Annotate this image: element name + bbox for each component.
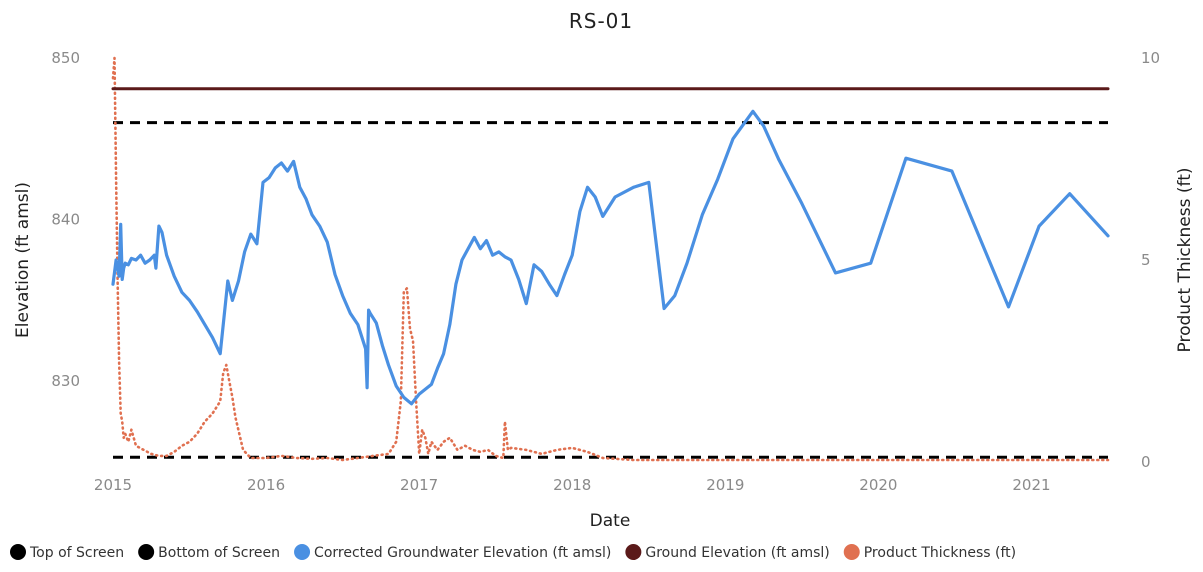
legend-label: Product Thickness (ft) [864, 545, 1016, 561]
chart-title: RS-01 [569, 9, 633, 33]
tick-labels: 2015 2016 2017 2018 2019 2020 2021 830 840 850 0 5 1… [51, 49, 1160, 494]
x-tick-label: 2019 [706, 476, 744, 494]
legend-item[interactable]: Top of Screen [10, 544, 124, 561]
series-line-corrected-groundwater-elevation-ft-amsl [111, 109, 1110, 406]
x-tick-label: 2018 [553, 476, 591, 494]
legend-label: Top of Screen [29, 545, 124, 561]
x-tick-label: 2020 [859, 476, 897, 494]
x-tick-label: 2016 [247, 476, 285, 494]
y2-tick-label: 5 [1141, 251, 1151, 269]
series-layer [111, 56, 1110, 462]
legend-marker [10, 544, 26, 560]
legend-item[interactable]: Ground Elevation (ft amsl) [625, 544, 830, 561]
y-tick-label: 850 [51, 49, 80, 67]
y2-tick-label: 0 [1141, 453, 1151, 471]
y-tick-label: 840 [51, 211, 80, 229]
legend-marker [625, 544, 642, 560]
legend-marker [843, 544, 860, 560]
x-axis-label: Date [590, 511, 631, 531]
legend-label: Ground Elevation (ft amsl) [645, 545, 829, 561]
legend[interactable]: Top of Screen Bottom of Screen Corrected G… [10, 544, 1016, 561]
y2-axis-label: Product Thickness (ft) [1175, 168, 1195, 353]
legend-item[interactable]: Bottom of Screen [138, 544, 280, 561]
legend-label: Corrected Groundwater Elevation (ft amsl… [314, 545, 611, 561]
legend-marker [294, 544, 311, 560]
legend-item[interactable]: Product Thickness (ft) [843, 544, 1016, 561]
series-line-product-thickness-ft [111, 56, 1110, 462]
x-tick-label: 2017 [400, 476, 438, 494]
legend-label: Bottom of Screen [158, 545, 280, 561]
y2-tick-label: 10 [1141, 49, 1160, 67]
x-tick-label: 2015 [94, 476, 132, 494]
legend-marker [138, 544, 155, 560]
x-tick-label: 2021 [1012, 476, 1050, 494]
y-axis-label: Elevation (ft amsl) [13, 182, 33, 338]
y-tick-label: 830 [51, 372, 80, 390]
legend-item[interactable]: Corrected Groundwater Elevation (ft amsl… [294, 544, 611, 561]
